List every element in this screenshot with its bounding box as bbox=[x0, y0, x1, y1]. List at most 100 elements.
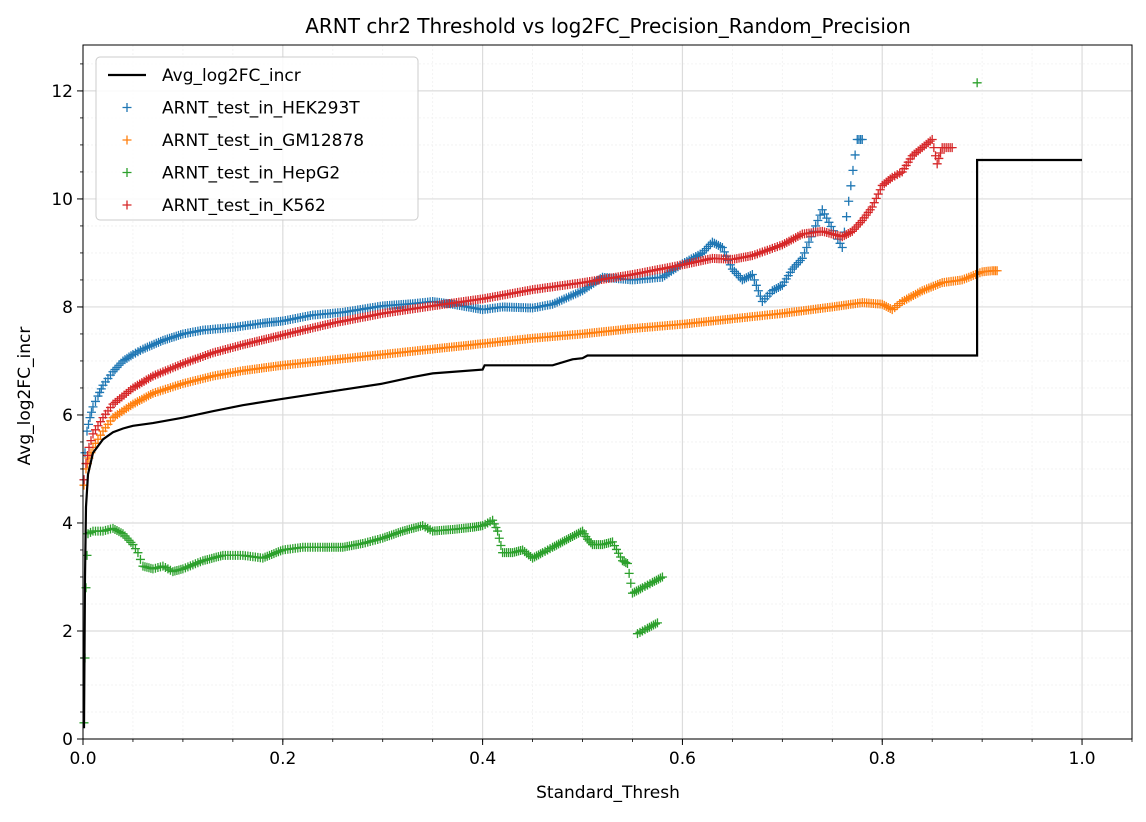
data-point bbox=[83, 419, 93, 429]
data-point bbox=[962, 273, 972, 283]
data-point bbox=[566, 533, 576, 543]
data-point bbox=[644, 622, 654, 632]
data-point bbox=[110, 524, 120, 534]
data-point bbox=[562, 535, 572, 545]
data-point bbox=[118, 529, 128, 539]
data-point bbox=[556, 538, 566, 548]
data-point bbox=[622, 558, 632, 568]
legend-box bbox=[95, 56, 419, 221]
data-point bbox=[575, 287, 585, 297]
data-point bbox=[733, 271, 743, 281]
data-point bbox=[701, 244, 711, 254]
data-point bbox=[927, 135, 937, 145]
data-point bbox=[114, 527, 124, 537]
data-point bbox=[380, 532, 390, 542]
data-point bbox=[745, 271, 755, 281]
data-point bbox=[922, 284, 932, 294]
data-point bbox=[648, 620, 658, 630]
data-point bbox=[869, 198, 879, 208]
data-point bbox=[727, 264, 737, 274]
data-point bbox=[743, 272, 753, 282]
data-point bbox=[169, 332, 179, 342]
y-tick-label: 0 bbox=[62, 730, 73, 750]
data-point bbox=[82, 450, 92, 460]
series-ARNT_test_in_HEK293T bbox=[79, 135, 867, 485]
legend-entry-label: Avg_log2FC_incr bbox=[162, 66, 301, 86]
data-point bbox=[607, 537, 617, 547]
data-point bbox=[773, 282, 783, 292]
data-point bbox=[932, 159, 942, 169]
data-point bbox=[873, 189, 883, 199]
y-tick-label: 2 bbox=[62, 622, 73, 642]
data-point bbox=[815, 210, 825, 220]
data-point bbox=[267, 549, 277, 559]
data-point bbox=[85, 413, 95, 423]
y-tick-label: 8 bbox=[62, 298, 73, 318]
data-point bbox=[162, 334, 172, 344]
data-point bbox=[271, 548, 281, 558]
data-point bbox=[633, 585, 643, 595]
data-point bbox=[273, 547, 283, 557]
data-point bbox=[570, 530, 580, 540]
data-point bbox=[548, 299, 558, 309]
data-point bbox=[771, 284, 781, 294]
data-point bbox=[494, 533, 504, 543]
data-point bbox=[627, 588, 637, 598]
data-point bbox=[853, 220, 863, 230]
data-point bbox=[176, 330, 186, 340]
data-point bbox=[855, 218, 865, 228]
data-point bbox=[655, 573, 665, 583]
data-point bbox=[800, 248, 810, 258]
data-point bbox=[885, 304, 895, 314]
data-point bbox=[264, 550, 274, 560]
data-point bbox=[928, 281, 938, 291]
data-point bbox=[795, 230, 805, 240]
data-point bbox=[931, 280, 941, 290]
data-point bbox=[824, 217, 834, 227]
data-point bbox=[548, 542, 558, 552]
data-point bbox=[933, 279, 943, 289]
data-point bbox=[837, 232, 847, 242]
data-point bbox=[715, 241, 725, 251]
data-point bbox=[713, 240, 723, 250]
data-point bbox=[84, 442, 94, 452]
data-point bbox=[739, 274, 749, 284]
data-point bbox=[741, 273, 751, 283]
data-point bbox=[82, 426, 92, 436]
data-point bbox=[108, 523, 118, 533]
data-point bbox=[804, 237, 814, 247]
data-point bbox=[611, 544, 621, 554]
data-point bbox=[568, 290, 578, 300]
data-point bbox=[262, 551, 272, 561]
data-point bbox=[90, 396, 100, 406]
data-point bbox=[160, 335, 170, 345]
data-point bbox=[919, 285, 929, 295]
data-point bbox=[924, 283, 934, 293]
data-point bbox=[653, 574, 663, 584]
data-point bbox=[149, 339, 159, 349]
data-point bbox=[146, 390, 156, 400]
data-point bbox=[917, 286, 927, 296]
series-line-Avg_log2FC_incr bbox=[82, 158, 1082, 729]
data-point bbox=[651, 575, 661, 585]
data-point bbox=[697, 248, 707, 258]
data-point bbox=[558, 537, 568, 547]
data-point bbox=[86, 407, 96, 417]
data-point bbox=[711, 239, 721, 249]
data-point bbox=[167, 333, 177, 343]
legend-marker-swatch bbox=[122, 168, 132, 177]
data-point bbox=[384, 531, 394, 541]
data-point bbox=[775, 281, 785, 291]
data-point bbox=[554, 539, 564, 549]
data-point bbox=[703, 241, 713, 251]
data-point bbox=[795, 255, 805, 265]
data-point bbox=[86, 436, 96, 446]
data-point bbox=[729, 266, 739, 276]
data-point bbox=[560, 536, 570, 546]
data-point bbox=[817, 205, 827, 215]
data-point bbox=[657, 572, 667, 582]
x-tick-label: 0.8 bbox=[869, 749, 896, 769]
data-point bbox=[559, 294, 569, 304]
y-axis-label: Avg_log2FC_incr bbox=[15, 327, 35, 466]
